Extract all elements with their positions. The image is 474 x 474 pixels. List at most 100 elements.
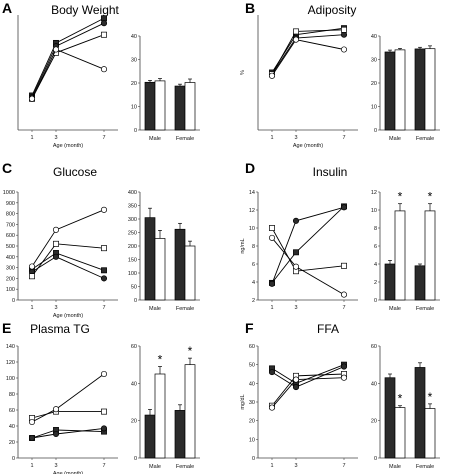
series-line-open-square (31, 34, 105, 99)
y-tick-label: 800 (6, 212, 15, 218)
bar-open-female (424, 210, 436, 301)
y-tick-label: 40 (249, 381, 255, 387)
x-axis-label: Age (month) (53, 143, 83, 149)
y-tick-label: 20 (249, 419, 255, 425)
y-tick-label: 600 (6, 233, 15, 239)
y-tick-label: 0 (12, 456, 15, 462)
category-label-female: Female (176, 464, 194, 470)
bar-open-female (184, 245, 196, 301)
y-tick-label: 30 (131, 58, 137, 64)
x-tick-label: 7 (342, 305, 345, 311)
x-tick-label: 1 (30, 305, 33, 311)
panel-letter-E: E (2, 320, 11, 336)
bar-filled-female (174, 228, 186, 301)
x-tick-label: 3 (294, 305, 297, 311)
significance-star: * (428, 190, 433, 204)
x-tick-label: 1 (30, 463, 33, 469)
y-tick-label: 60 (371, 344, 377, 350)
y-tick-label: 50 (249, 363, 255, 369)
y-tick-label: 10 (249, 226, 255, 232)
y-tick-label: 0 (374, 298, 377, 304)
y-tick-label: 60 (249, 344, 255, 350)
significance-star: * (188, 344, 193, 358)
panel-title-E: Plasma TG (30, 322, 90, 336)
y-tick-label: 30 (371, 58, 377, 64)
y-tick-label: 300 (128, 217, 137, 223)
y-tick-label: 80 (9, 392, 15, 398)
y-tick-label: 6 (374, 244, 377, 250)
y-tick-label: 10 (249, 437, 255, 443)
category-label-male: Male (149, 464, 161, 470)
series-line-open-square (271, 227, 345, 272)
y-tick-label: 200 (128, 244, 137, 250)
x-axis-label: Age (month) (53, 313, 83, 319)
data-point-open-circle (268, 72, 276, 79)
bar-filled-female (414, 48, 426, 131)
y-tick-label: 120 (6, 360, 15, 366)
bar-chart-B: 0 10 20 30 40 Male Female (371, 34, 440, 142)
series-line-filled-circle (31, 427, 105, 439)
bar-filled-female (174, 85, 186, 131)
y-tick-label: 500 (6, 244, 15, 250)
bar-open-male (394, 210, 406, 301)
data-point-open-square (341, 262, 347, 269)
data-point-open-square (53, 240, 59, 247)
bar-filled-male (144, 81, 156, 131)
data-point-open-circle (340, 46, 348, 53)
y-tick-label: 10 (371, 105, 377, 111)
bar-open-female (424, 408, 436, 459)
data-point-filled-square (101, 15, 107, 22)
panel-letter-A: A (2, 0, 12, 16)
category-label-female: Female (416, 136, 434, 142)
y-tick-label: 20 (131, 419, 137, 425)
data-point-open-circle (292, 263, 300, 270)
x-tick-label: 1 (270, 463, 273, 469)
x-tick-label: 3 (294, 463, 297, 469)
significance-star: * (158, 353, 163, 367)
category-label-male: Male (389, 136, 401, 142)
y-tick-label: 4 (374, 262, 377, 268)
y-tick-label: 900 (6, 201, 15, 207)
data-point-open-circle (52, 226, 60, 233)
data-point-filled-circle (292, 217, 300, 224)
x-tick-label: 7 (342, 463, 345, 469)
y-tick-label: 40 (371, 34, 377, 40)
y-tick-label: 14 (249, 190, 255, 196)
series-line-filled-circle (271, 206, 345, 284)
category-label-female: Female (416, 306, 434, 312)
bar-chart-D: 0 2 4 6 8 10 12 * Male * Female (371, 190, 440, 312)
bar-filled-male (384, 51, 396, 131)
x-tick-label: 3 (54, 305, 57, 311)
bar-open-male (154, 238, 166, 301)
data-point-open-square (341, 26, 347, 33)
y-tick-label: 40 (371, 381, 377, 387)
line-chart-A: 1 3 7 Age (month) (17, 15, 118, 149)
data-point-open-square (293, 28, 299, 35)
bar-open-male (154, 373, 166, 459)
y-tick-label: 0 (12, 298, 15, 304)
data-point-filled-square (101, 267, 107, 274)
bar-filled-female (174, 410, 186, 459)
panel-letter-C: C (2, 160, 12, 176)
y-tick-label: 40 (131, 34, 137, 40)
category-label-male: Male (389, 464, 401, 470)
panel-title-C: Glucose (53, 165, 97, 179)
data-point-filled-circle (100, 275, 108, 282)
data-point-open-circle (52, 46, 60, 53)
data-point-open-circle (292, 36, 300, 43)
x-tick-label: 7 (342, 135, 345, 141)
data-point-open-square (101, 408, 107, 415)
category-label-female: Female (176, 136, 194, 142)
y-tick-label: 60 (9, 408, 15, 414)
data-point-filled-circle (340, 363, 348, 370)
bar-filled-male (144, 414, 156, 459)
bar-open-female (424, 48, 436, 131)
data-point-filled-circle (340, 204, 348, 211)
data-point-filled-circle (100, 425, 108, 432)
y-tick-label: 200 (6, 276, 15, 282)
y-tick-label: 20 (9, 440, 15, 446)
x-tick-label: 1 (30, 135, 33, 141)
significance-star: * (428, 390, 433, 404)
data-point-open-circle (100, 370, 108, 378)
category-label-male: Male (149, 306, 161, 312)
